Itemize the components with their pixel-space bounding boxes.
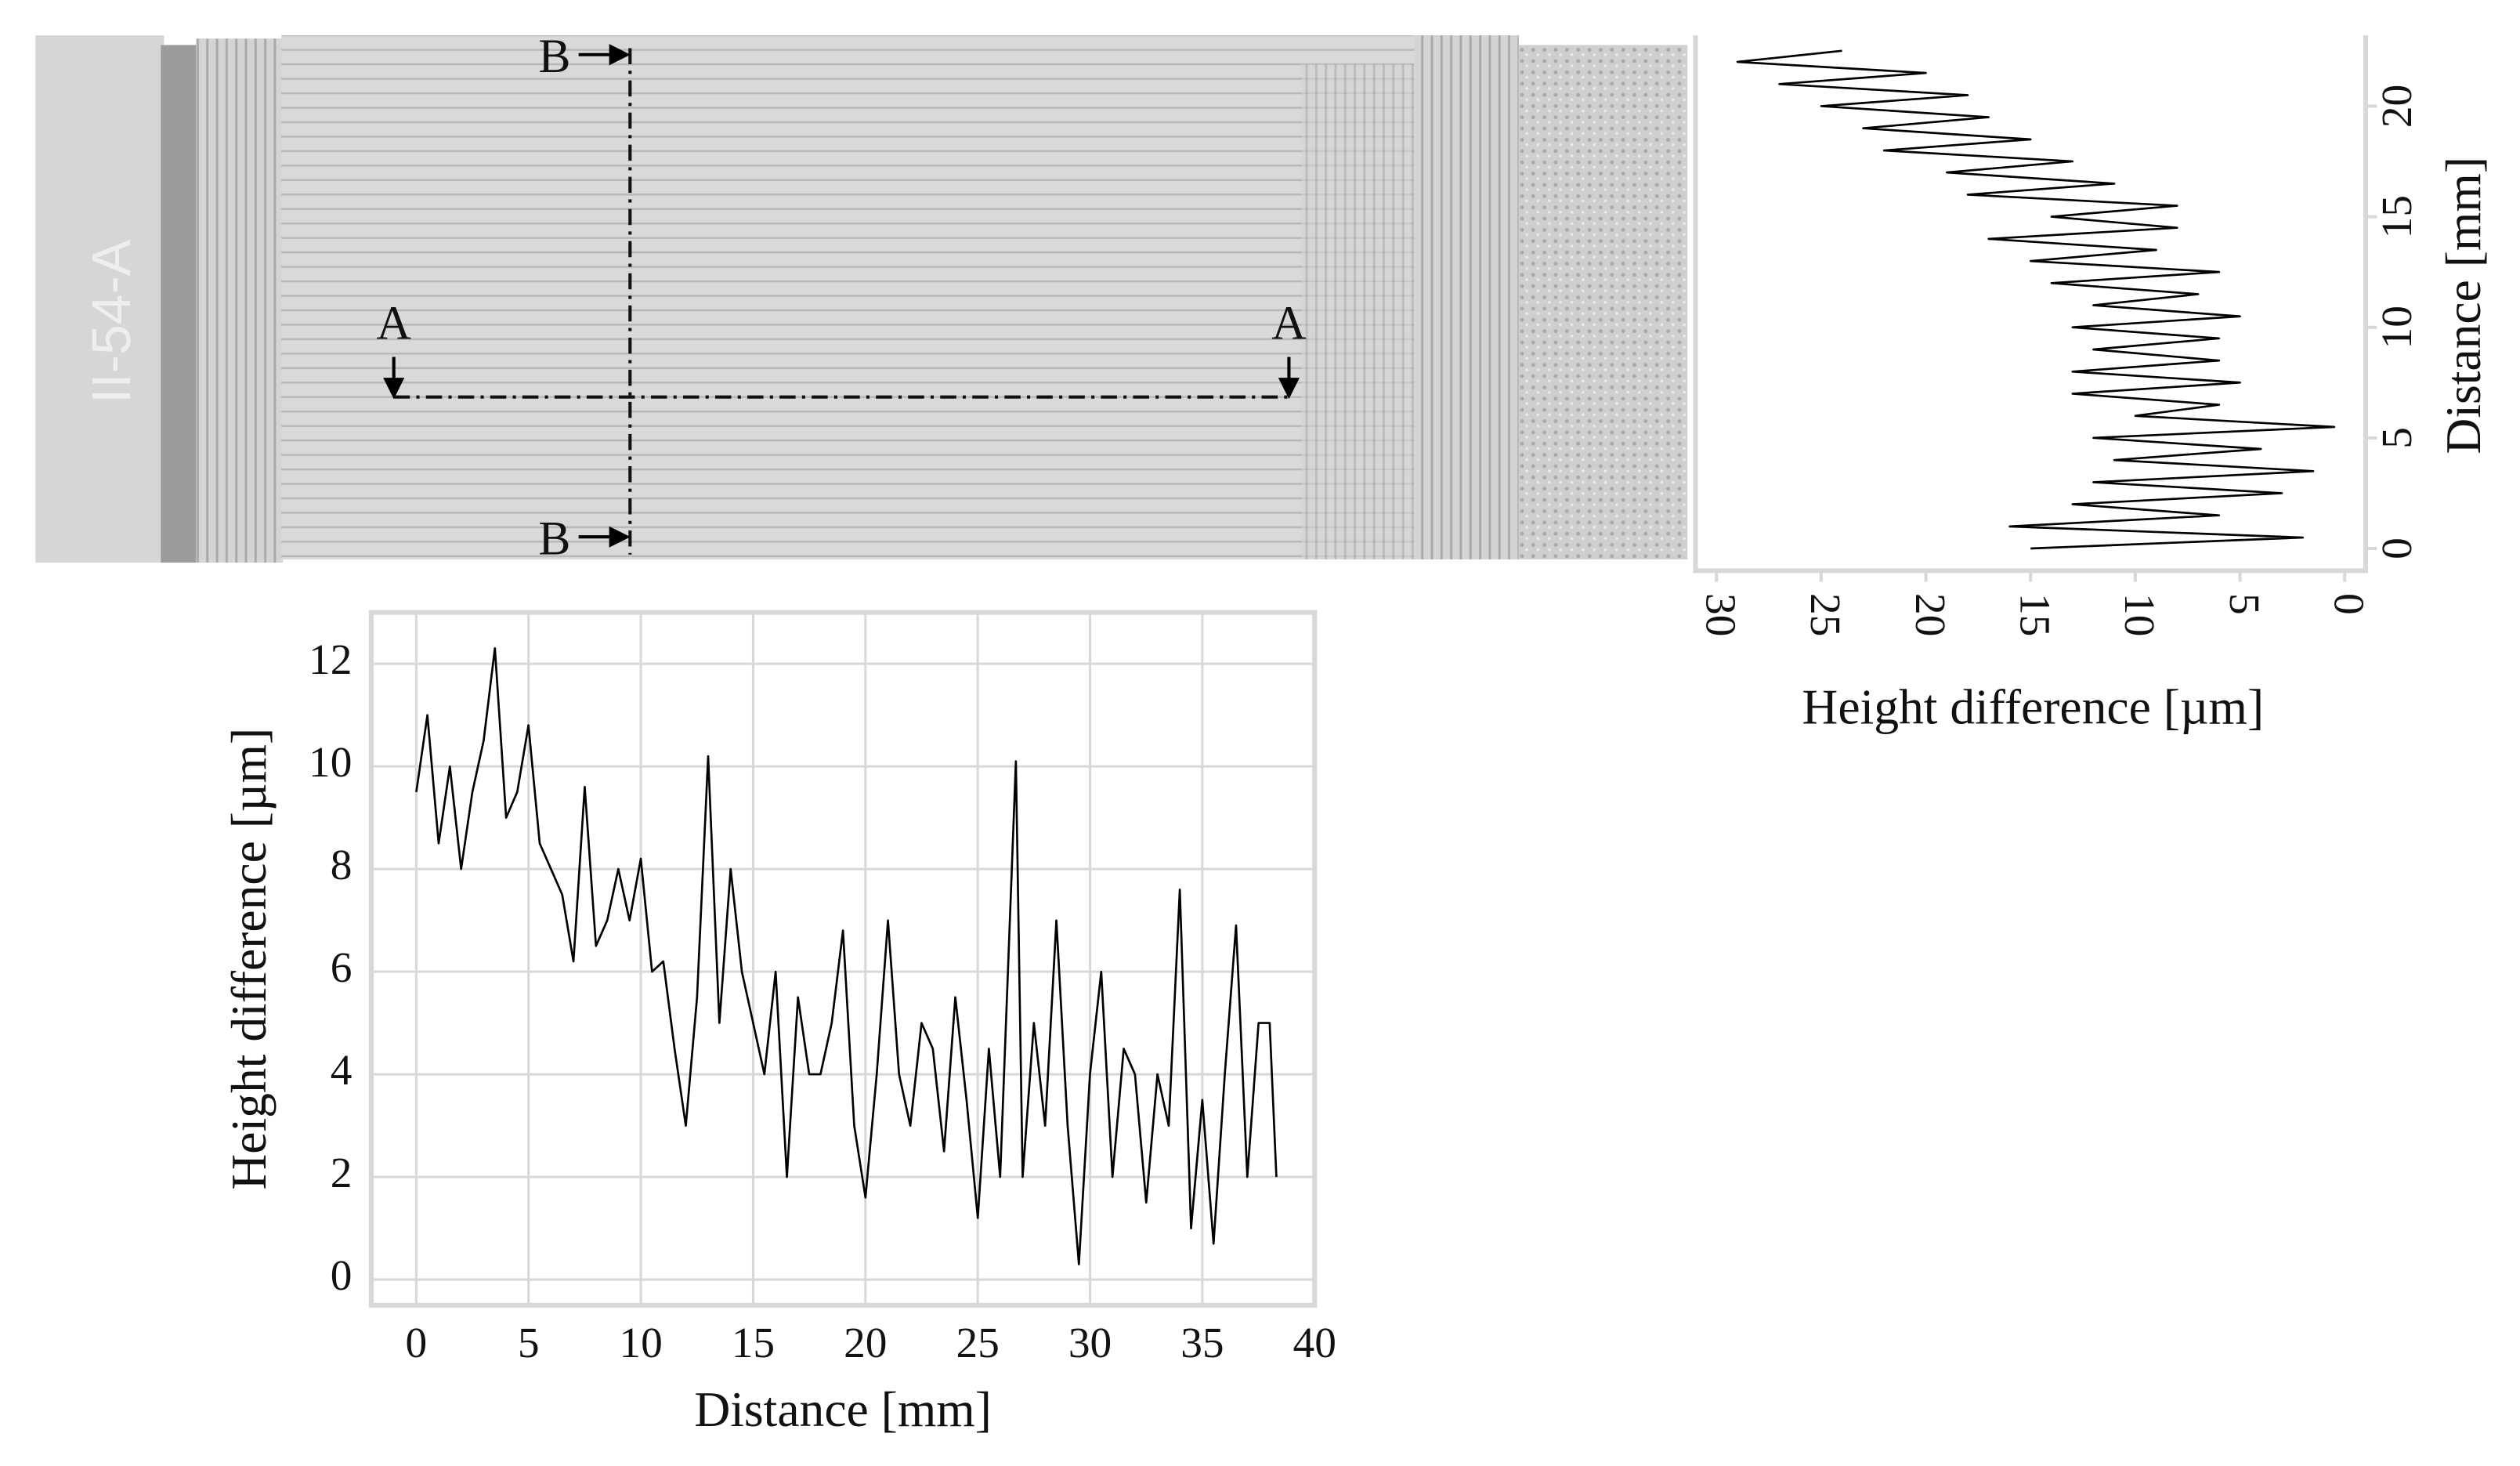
y-tick-label: 4 [331,1046,353,1094]
section-label: B [538,30,570,83]
ribbed-edge [1301,64,1415,559]
y-axis-title: Height difference [µm] [1802,679,2264,734]
x-tick-label: 0 [406,1319,428,1366]
distance-tick-label: 0 [2373,538,2421,559]
x-axis-title: Distance [mm] [2435,157,2491,454]
distance-tick-label: 5 [2373,427,2421,449]
distance-tick-label: 15 [2373,195,2421,238]
section-label: A [377,297,411,350]
y-axis-title: Height difference [µm] [221,728,277,1190]
ribbed-edge [196,38,284,563]
axis-frame [368,610,1318,1308]
x-tick-label: 40 [1293,1319,1336,1366]
height-tick-label: 15 [2011,593,2059,636]
y-tick-label: 2 [331,1149,353,1196]
height-tick-label: 25 [1802,593,1849,636]
y-tick-label: 6 [331,943,353,991]
x-tick-label: 20 [844,1319,887,1366]
height-tick-label: 20 [1907,593,1954,636]
x-tick-label: 25 [956,1319,999,1366]
specimen-label: II-54-A [81,239,142,404]
dark-band [161,45,197,563]
section-label: A [1271,297,1306,350]
section-arrows [383,44,1300,548]
section-label: B [538,512,570,566]
height-tick-label: 5 [2221,593,2269,615]
label-strip [35,35,165,563]
profile-line [1736,49,2336,550]
x-tick-label: 30 [1068,1319,1112,1366]
height-tick-label: 30 [1697,593,1744,636]
y-tick-label: 10 [309,738,352,786]
profile-line [415,647,1278,1265]
height-tick-label: 0 [2326,593,2374,615]
x-tick-label: 15 [732,1319,775,1366]
scan-image: II-54-A A A B B [35,30,1688,566]
distance-tick-label: 20 [2373,85,2421,128]
y-tick-label: 12 [309,635,352,683]
axis-frame [1693,35,2369,574]
y-tick-label: 8 [331,841,353,889]
height-tick-label: 10 [2116,593,2164,636]
x-axis-title: Distance [mm] [694,1381,992,1437]
ribbed-edge [1414,35,1519,559]
rough-end [1518,45,1688,559]
x-tick-label: 35 [1180,1319,1224,1366]
x-tick-label: 10 [619,1319,662,1366]
y-tick-label: 0 [331,1251,353,1299]
x-tick-label: 5 [518,1319,540,1366]
distance-tick-label: 10 [2373,306,2421,349]
